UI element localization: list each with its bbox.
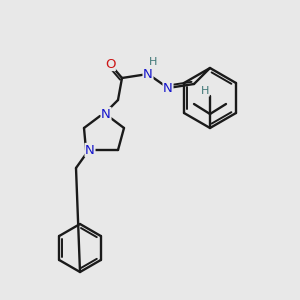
Text: N: N xyxy=(163,82,173,94)
Text: N: N xyxy=(143,68,153,80)
Text: N: N xyxy=(85,143,95,157)
Text: H: H xyxy=(201,86,209,96)
Text: H: H xyxy=(149,57,157,67)
Text: N: N xyxy=(101,107,111,121)
Text: O: O xyxy=(105,58,115,70)
